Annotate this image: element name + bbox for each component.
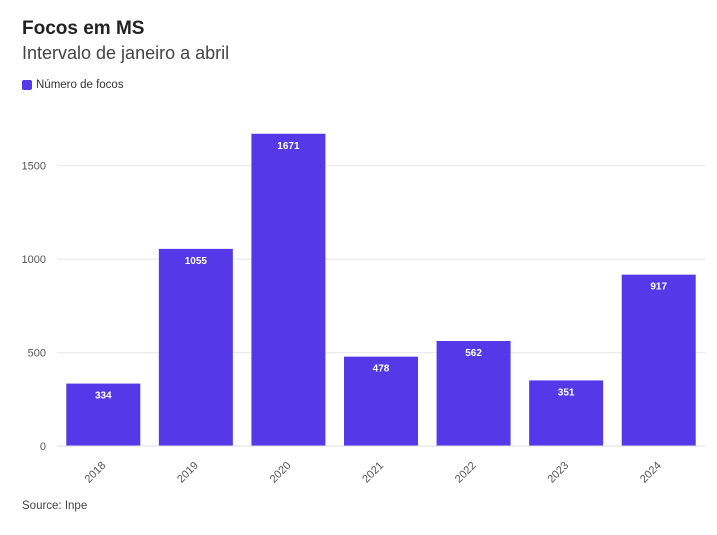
x-tick-label: 2018 [83,460,109,486]
x-tick-label: 2024 [638,460,664,486]
x-tick-label: 2019 [175,460,201,486]
bar-value-label: 562 [465,348,482,359]
source-note: Source: Inpe [22,500,88,512]
x-tick-label: 2020 [268,460,294,486]
bar-2019 [158,248,233,446]
bar-value-label: 351 [558,387,575,398]
y-tick-label: 1000 [22,254,46,266]
legend: Número de focos [22,79,124,91]
x-tick-label: 2023 [545,460,571,486]
bar-2020 [251,133,326,446]
bar-2022 [436,340,511,446]
x-tick-label: 2022 [453,460,479,486]
y-tick-label: 0 [40,441,46,453]
bar-value-label: 478 [373,364,390,375]
bar-value-label: 1055 [185,256,208,267]
bar-2018 [66,383,141,446]
chart-subtitle: Intervalo de janeiro a abril [22,43,230,63]
chart-title: Focos em MS [22,18,145,39]
bar-value-label: 1671 [277,141,300,152]
bar-value-label: 334 [95,391,112,402]
bar-2021 [344,356,418,446]
y-tick-label: 500 [28,348,46,360]
y-tick-label: 1500 [22,161,46,173]
bar-value-label: 917 [650,282,667,293]
legend-label: Número de focos [36,79,124,91]
bar-2024 [621,274,696,446]
bar-2023 [529,380,604,446]
x-tick-label: 2021 [360,460,386,486]
legend-swatch [22,80,32,90]
